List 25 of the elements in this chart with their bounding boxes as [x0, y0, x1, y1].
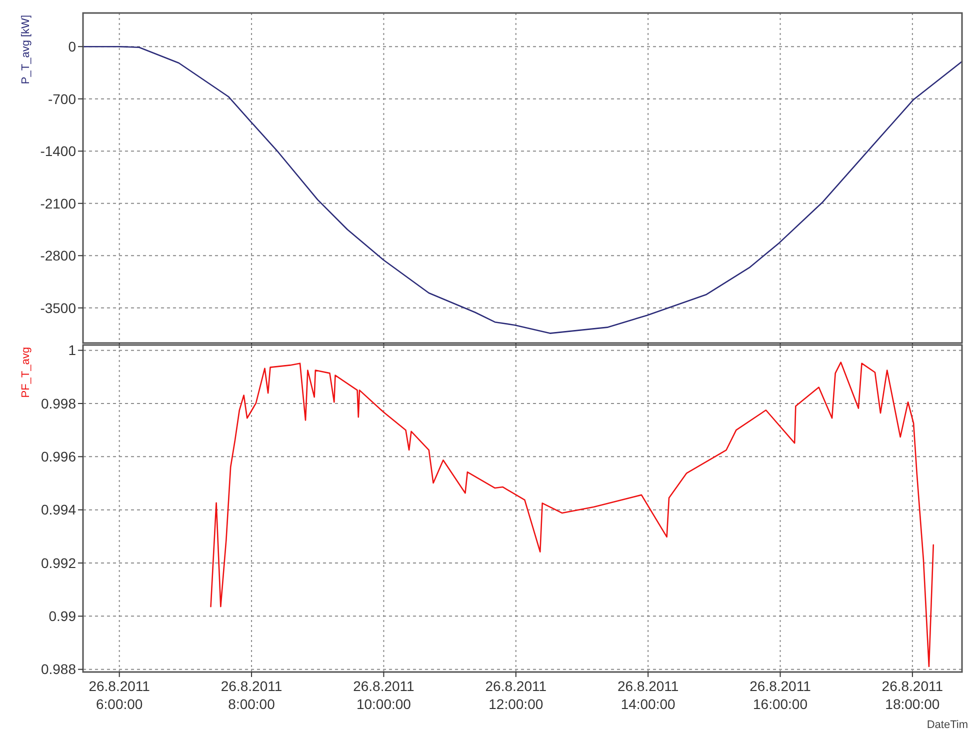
- x-tick-label: 26.8.2011 6:00:00: [88, 678, 150, 712]
- y-tick-label: 1: [68, 342, 76, 358]
- y-tick-label: -2100: [40, 195, 76, 212]
- x-axis-title: DateTim: [926, 719, 968, 731]
- y-tick-label: 0.99: [48, 608, 76, 624]
- x-tick-label: 26.8.2011 14:00:00: [617, 678, 679, 712]
- y-tick-label: -2800: [40, 248, 76, 264]
- y-tick-label: 0.996: [40, 448, 76, 465]
- y-tick-label: 0.992: [40, 554, 76, 571]
- x-tick-label: 26.8.2011 12:00:00: [485, 678, 547, 712]
- x-tick-label: 26.8.2011 16:00:00: [750, 678, 812, 712]
- line-series: [82, 46, 963, 334]
- y-tick-label: 0.998: [40, 395, 76, 412]
- y-tick-label: -700: [48, 90, 76, 107]
- x-tick-label: 26.8.2011 10:00:00: [353, 678, 415, 712]
- x-tick-label: 26.8.2011 8:00:00: [220, 678, 282, 712]
- y-axis-title: PF_T_avg: [20, 347, 32, 398]
- y-tick-label: -3500: [40, 300, 76, 316]
- x-tick-label: 26.8.2011 18:00:00: [882, 678, 944, 712]
- y-tick-label: 0.988: [40, 661, 76, 678]
- line-series: [210, 362, 934, 668]
- y-tick-label: 0.994: [40, 502, 76, 518]
- y-axis-title: P_T_avg [kW]: [20, 15, 32, 84]
- y-tick-label: 0: [68, 38, 76, 54]
- y-tick-label: -1400: [40, 143, 76, 160]
